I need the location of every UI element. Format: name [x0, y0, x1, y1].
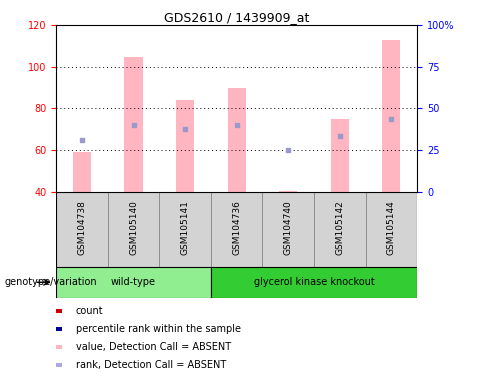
Title: GDS2610 / 1439909_at: GDS2610 / 1439909_at — [164, 11, 309, 24]
Text: GSM105141: GSM105141 — [181, 200, 190, 255]
Bar — [383, 40, 401, 192]
Bar — [56, 309, 62, 313]
FancyBboxPatch shape — [159, 192, 211, 267]
Bar — [56, 363, 62, 367]
Text: GSM104736: GSM104736 — [232, 200, 241, 255]
Point — [336, 132, 344, 139]
Bar — [331, 119, 349, 192]
FancyBboxPatch shape — [211, 267, 417, 298]
FancyBboxPatch shape — [263, 192, 314, 267]
Bar — [124, 57, 142, 192]
Bar — [73, 152, 91, 192]
Point — [285, 147, 292, 153]
Point — [78, 137, 86, 143]
Point — [130, 122, 138, 128]
Bar — [279, 191, 297, 192]
Bar — [176, 100, 194, 192]
Point — [387, 116, 395, 122]
Text: genotype/variation: genotype/variation — [5, 277, 98, 287]
Text: percentile rank within the sample: percentile rank within the sample — [76, 324, 241, 334]
FancyBboxPatch shape — [56, 192, 108, 267]
Bar — [56, 327, 62, 331]
FancyBboxPatch shape — [314, 192, 366, 267]
Point — [181, 126, 189, 132]
Text: value, Detection Call = ABSENT: value, Detection Call = ABSENT — [76, 342, 231, 352]
Text: rank, Detection Call = ABSENT: rank, Detection Call = ABSENT — [76, 360, 226, 370]
FancyBboxPatch shape — [56, 267, 211, 298]
Text: GSM104738: GSM104738 — [78, 200, 86, 255]
Point — [233, 122, 241, 128]
Text: glycerol kinase knockout: glycerol kinase knockout — [254, 277, 374, 287]
Bar — [56, 345, 62, 349]
Text: GSM104740: GSM104740 — [284, 200, 293, 255]
FancyBboxPatch shape — [366, 192, 417, 267]
FancyBboxPatch shape — [108, 192, 159, 267]
Text: GSM105144: GSM105144 — [387, 200, 396, 255]
Text: wild-type: wild-type — [111, 277, 156, 287]
Text: GSM105140: GSM105140 — [129, 200, 138, 255]
Bar — [228, 88, 246, 192]
FancyBboxPatch shape — [211, 192, 263, 267]
Text: GSM105142: GSM105142 — [335, 200, 345, 255]
Text: count: count — [76, 306, 103, 316]
